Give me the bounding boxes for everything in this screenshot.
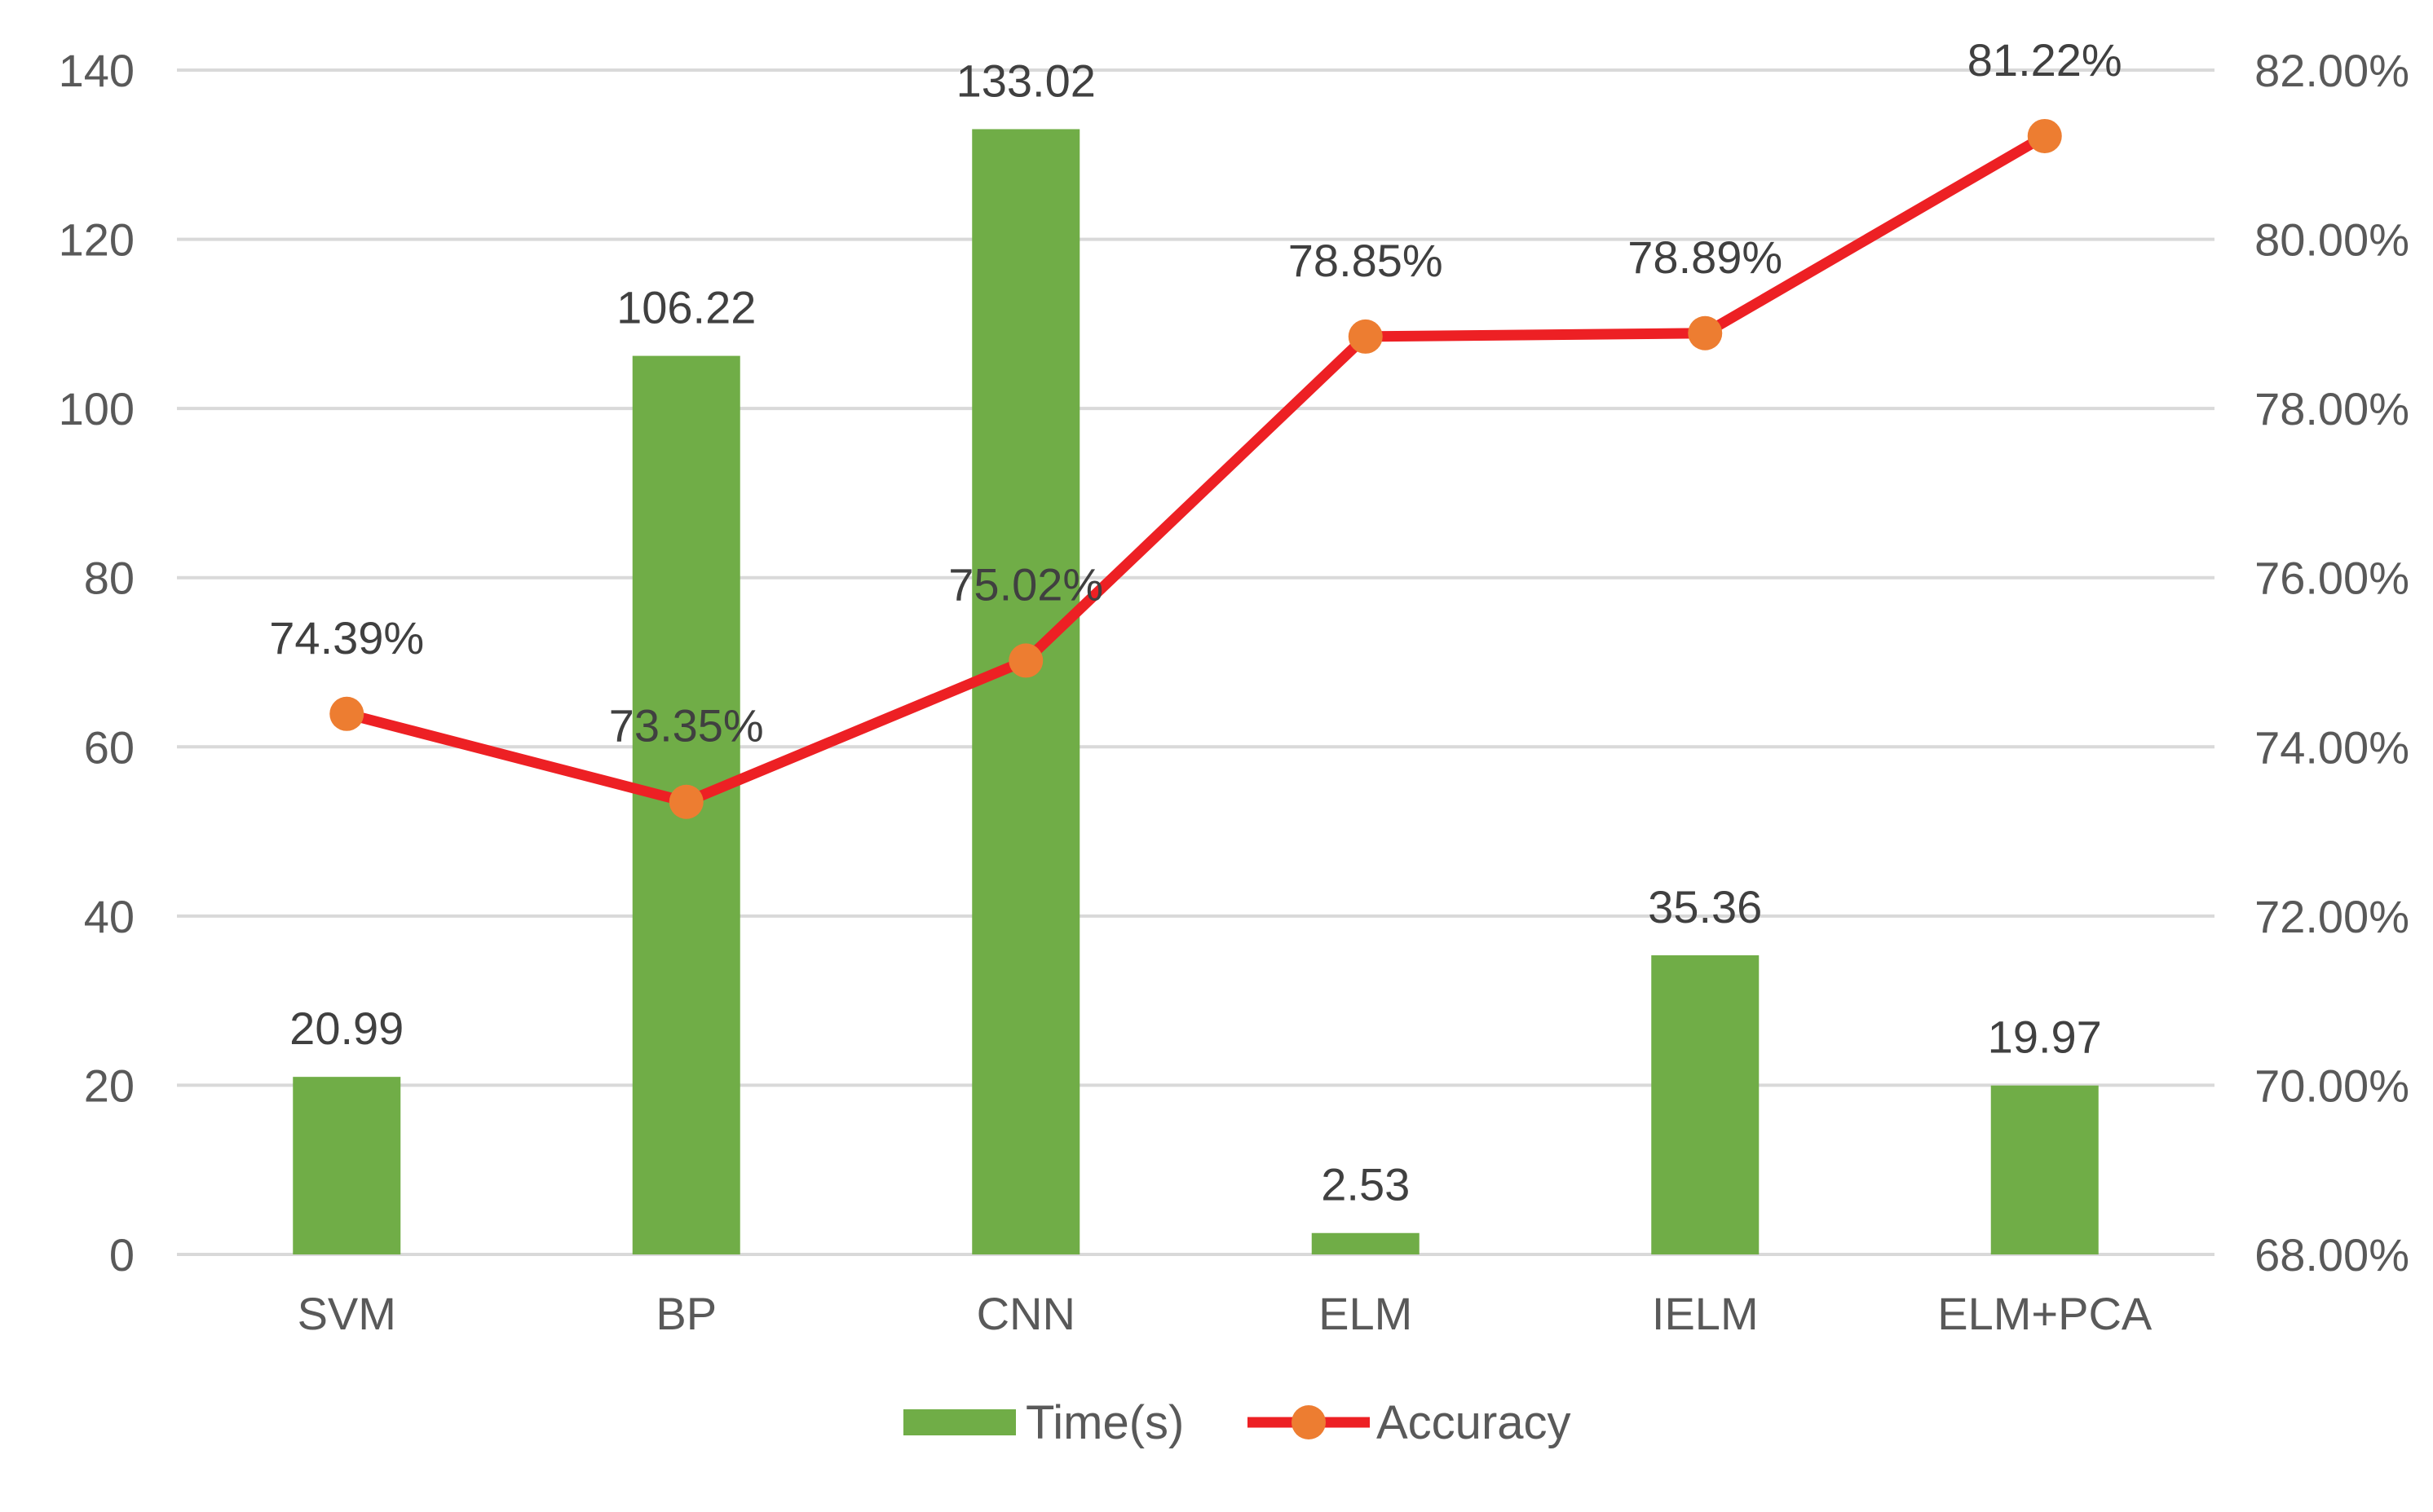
accuracy-marker	[1009, 643, 1044, 678]
y-right-tick-label: 72.00%	[2254, 891, 2409, 942]
bar-data-label: 19.97	[1988, 1012, 2102, 1063]
line-data-label: 81.22%	[1967, 34, 2122, 86]
bar	[1990, 1085, 2099, 1254]
legend-swatch-accuracy-marker	[1292, 1405, 1326, 1439]
accuracy-marker	[669, 784, 704, 819]
y-left-tick-label: 120	[59, 214, 135, 266]
bar-data-label: 133.02	[956, 55, 1096, 106]
bar-data-label: 2.53	[1321, 1159, 1410, 1210]
legend-swatch-time	[903, 1409, 1016, 1435]
legend-label-accuracy: Accuracy	[1376, 1396, 1571, 1449]
y-right-tick-label: 80.00%	[2254, 214, 2409, 266]
bar	[1651, 955, 1760, 1254]
y-right-tick-label: 70.00%	[2254, 1060, 2409, 1111]
y-left-tick-label: 40	[84, 891, 135, 942]
y-right-tick-label: 78.00%	[2254, 383, 2409, 434]
line-data-label: 73.35%	[609, 700, 764, 752]
y-right-tick-label: 76.00%	[2254, 553, 2409, 604]
y-left-tick-label: 100	[59, 383, 135, 434]
y-left-tick-label: 80	[84, 553, 135, 604]
line-data-label: 75.02%	[948, 558, 1103, 610]
axes: 0 20 40 60 80 100 120 140 68.00% 70.00% 72.00% 74.0…	[59, 45, 2409, 1339]
line-series	[329, 118, 2062, 819]
bar-data-label: 20.99	[289, 1003, 404, 1054]
line-data-label: 78.85%	[1288, 235, 1443, 286]
x-tick-label: IELM	[1652, 1288, 1759, 1339]
accuracy-marker	[2027, 118, 2062, 153]
legend: Time(s) Accuracy	[903, 1396, 1571, 1449]
y-right-tick-label: 82.00%	[2254, 45, 2409, 96]
bar-data-label: 106.22	[616, 282, 756, 333]
gridlines	[177, 68, 2214, 1256]
y-left-tick-label: 60	[84, 721, 135, 773]
bar	[972, 129, 1080, 1255]
accuracy-marker	[329, 696, 364, 731]
x-tick-label: CNN	[977, 1288, 1075, 1339]
x-tick-label: SVM	[298, 1288, 396, 1339]
y-left-tick-label: 20	[84, 1060, 135, 1111]
bar-data-label: 35.36	[1648, 881, 1762, 932]
accuracy-line	[341, 130, 2051, 808]
x-tick-label: BP	[656, 1288, 717, 1339]
bar	[293, 1077, 401, 1254]
y-right-tick-label: 68.00%	[2254, 1229, 2409, 1281]
accuracy-marker	[1348, 319, 1383, 354]
line-data-label: 78.89%	[1627, 231, 1782, 283]
x-tick-label: ELM	[1318, 1288, 1412, 1339]
y-left-tick-label: 0	[109, 1229, 135, 1281]
y-left-tick-label: 140	[59, 45, 135, 96]
x-tick-label: ELM+PCA	[1937, 1288, 2153, 1339]
y-right-tick-label: 74.00%	[2254, 721, 2409, 773]
bar	[1311, 1232, 1420, 1254]
data-labels: 20.99 106.22 133.02 2.53 35.36 19.97 74.39% 73.…	[269, 34, 2122, 1210]
accuracy-marker	[1688, 315, 1723, 350]
line-data-label: 74.39%	[269, 612, 424, 663]
legend-label-time: Time(s)	[1026, 1396, 1184, 1449]
